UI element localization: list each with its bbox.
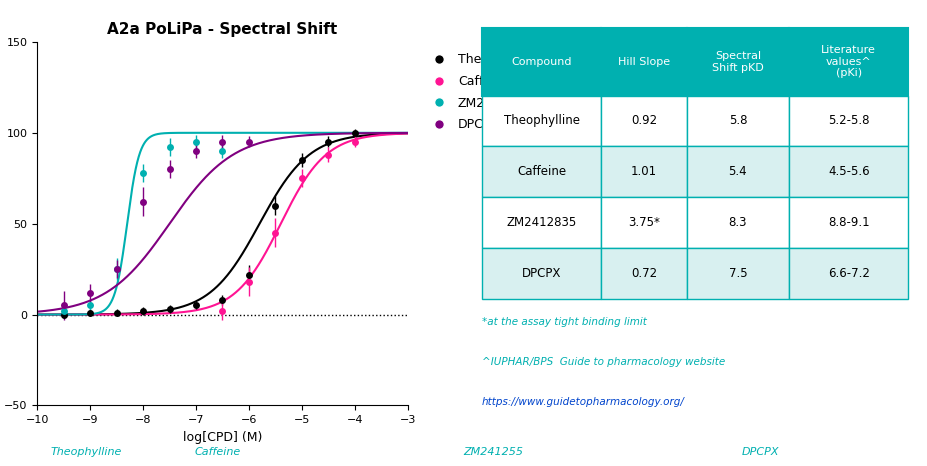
Text: Theophylline: Theophylline — [503, 115, 579, 128]
Bar — [789, 248, 908, 299]
Text: 0.72: 0.72 — [631, 267, 657, 280]
Bar — [789, 28, 908, 96]
Bar — [687, 96, 789, 146]
Text: 1.01: 1.01 — [631, 165, 657, 178]
Bar — [602, 146, 687, 197]
Text: DPCPX: DPCPX — [742, 447, 779, 457]
Bar — [789, 146, 908, 197]
Text: DPCPX: DPCPX — [522, 267, 562, 280]
Bar — [602, 197, 687, 248]
Bar — [482, 96, 602, 146]
Bar — [482, 28, 602, 96]
Text: ZM241255: ZM241255 — [464, 447, 524, 457]
Bar — [789, 197, 908, 248]
Text: 4.5-5.6: 4.5-5.6 — [828, 165, 870, 178]
Text: ZM2412835: ZM2412835 — [507, 216, 577, 229]
Text: ^IUPHAR/BPS  Guide to pharmacology website: ^IUPHAR/BPS Guide to pharmacology websit… — [482, 357, 725, 367]
Text: Compound: Compound — [512, 57, 572, 67]
Bar — [602, 96, 687, 146]
Text: Caffeine: Caffeine — [517, 165, 566, 178]
Bar — [482, 197, 602, 248]
Text: 6.6-7.2: 6.6-7.2 — [828, 267, 870, 280]
Text: 8.8-9.1: 8.8-9.1 — [828, 216, 870, 229]
Text: Theophylline: Theophylline — [51, 447, 122, 457]
Bar — [602, 28, 687, 96]
Text: Spectral
Shift pKD: Spectral Shift pKD — [712, 51, 764, 73]
Text: 8.3: 8.3 — [729, 216, 747, 229]
Bar — [687, 146, 789, 197]
Title: A2a PoLiPa - Spectral Shift: A2a PoLiPa - Spectral Shift — [108, 21, 337, 37]
X-axis label: log[CPD] (M): log[CPD] (M) — [183, 431, 262, 444]
Bar — [602, 248, 687, 299]
Text: Hill Slope: Hill Slope — [618, 57, 670, 67]
Text: 5.8: 5.8 — [729, 115, 747, 128]
Text: 3.75*: 3.75* — [629, 216, 660, 229]
Text: Caffeine: Caffeine — [195, 447, 241, 457]
Text: Literature
values^
(pKi): Literature values^ (pKi) — [821, 45, 876, 78]
Bar — [687, 197, 789, 248]
Bar — [687, 248, 789, 299]
Text: 7.5: 7.5 — [729, 267, 747, 280]
Text: 5.4: 5.4 — [729, 165, 747, 178]
Legend: Theophylline, Caffeine, ZM241385, DPCPX: Theophylline, Caffeine, ZM241385, DPCPX — [422, 48, 543, 137]
Bar — [687, 28, 789, 96]
Bar — [482, 248, 602, 299]
Bar — [789, 96, 908, 146]
Text: *at the assay tight binding limit: *at the assay tight binding limit — [482, 317, 647, 327]
Text: 0.92: 0.92 — [631, 115, 657, 128]
Bar — [482, 146, 602, 197]
Text: 5.2-5.8: 5.2-5.8 — [828, 115, 870, 128]
Text: https://www.guidetopharmacology.org/: https://www.guidetopharmacology.org/ — [482, 397, 685, 407]
